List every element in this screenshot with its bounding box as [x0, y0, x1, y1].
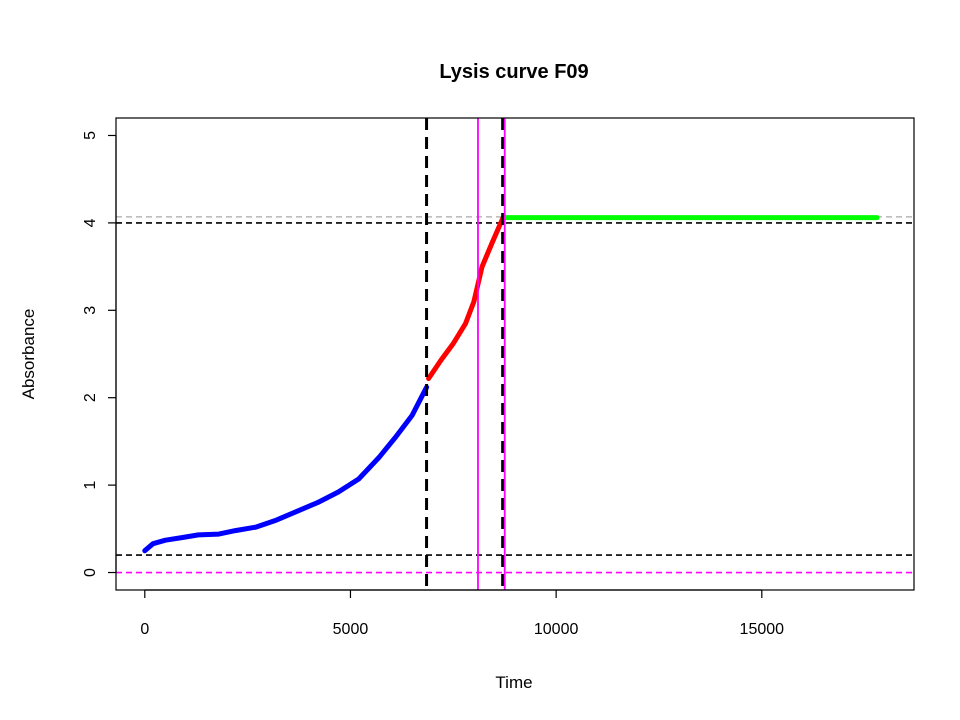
plot-marks	[116, 118, 914, 590]
y-tick-label: 0	[82, 568, 99, 577]
plot-frame	[115, 117, 915, 591]
y-axis-title: Absorbance	[19, 309, 38, 400]
y-tick-label: 4	[82, 218, 99, 227]
x-axis-title: Time	[495, 673, 532, 692]
x-tick-label: 10000	[534, 621, 579, 638]
x-tick-label: 15000	[740, 621, 785, 638]
series-line-1	[426, 216, 506, 381]
y-tick-label: 1	[82, 481, 99, 490]
x-axis: 0 5000 10000 15000	[140, 589, 785, 638]
chart-title: Lysis curve F09	[439, 61, 588, 83]
y-tick-label: 3	[82, 306, 99, 315]
x-tick-label: 0	[140, 621, 149, 638]
y-tick-label: 5	[82, 131, 99, 140]
series-line-0	[142, 384, 430, 554]
y-tick-label: 2	[82, 393, 99, 402]
x-tick-label: 5000	[333, 621, 369, 638]
y-axis: 0 1 2 3 4 5	[82, 131, 117, 577]
